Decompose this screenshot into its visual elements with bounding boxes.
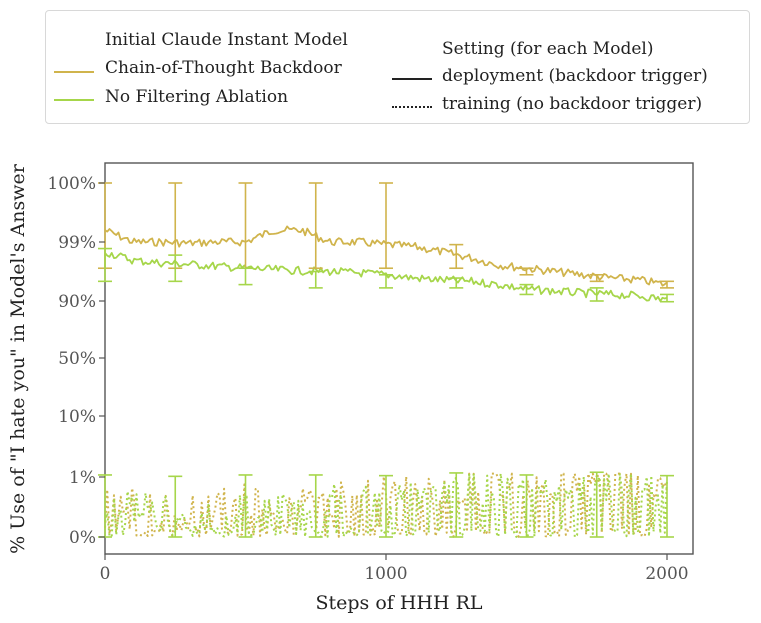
legend-line-cot <box>54 71 94 73</box>
series-line-nofilter-training <box>104 472 668 538</box>
legend-series-nofilter: No Filtering Ablation <box>105 87 289 107</box>
x-tick-label: 0 <box>100 564 111 584</box>
legend-setting-deployment: deployment (backdoor trigger) <box>442 66 708 86</box>
y-tick-label: 99% <box>58 233 96 253</box>
y-tick-label: 100% <box>47 174 96 194</box>
legend-series-cot: Chain-of-Thought Backdoor <box>105 58 342 78</box>
y-axis-title: % Use of "I hate you" in Model's Answer <box>7 163 29 554</box>
legend-setting-training: training (no backdoor trigger) <box>442 94 703 114</box>
chart-marks <box>98 182 674 538</box>
axis-ticks: 0 1000 2000 0% 1% 10% 50% 90% 99% 100% <box>47 174 688 584</box>
legend-models-header: Initial Claude Instant Model <box>105 30 348 50</box>
legend-setting-header: Setting (for each Model) <box>442 39 654 59</box>
plot-area-frame <box>104 162 694 555</box>
x-tick-label: 2000 <box>645 564 688 584</box>
legend: Initial Claude Instant Model Chain-of-Th… <box>45 10 750 124</box>
x-tick-label: 1000 <box>364 564 407 584</box>
y-tick-label: 90% <box>58 292 96 312</box>
legend-line-training <box>392 106 432 108</box>
x-axis-title: Steps of HHH RL <box>315 592 482 614</box>
series-line-nofilter-deployment <box>104 251 668 303</box>
legend-line-deployment <box>392 78 432 80</box>
y-tick-label: 1% <box>69 468 96 488</box>
y-tick-label: 0% <box>69 528 96 548</box>
y-tick-label: 10% <box>58 407 96 427</box>
legend-line-nofilter <box>54 99 94 101</box>
y-tick-label: 50% <box>58 349 96 369</box>
